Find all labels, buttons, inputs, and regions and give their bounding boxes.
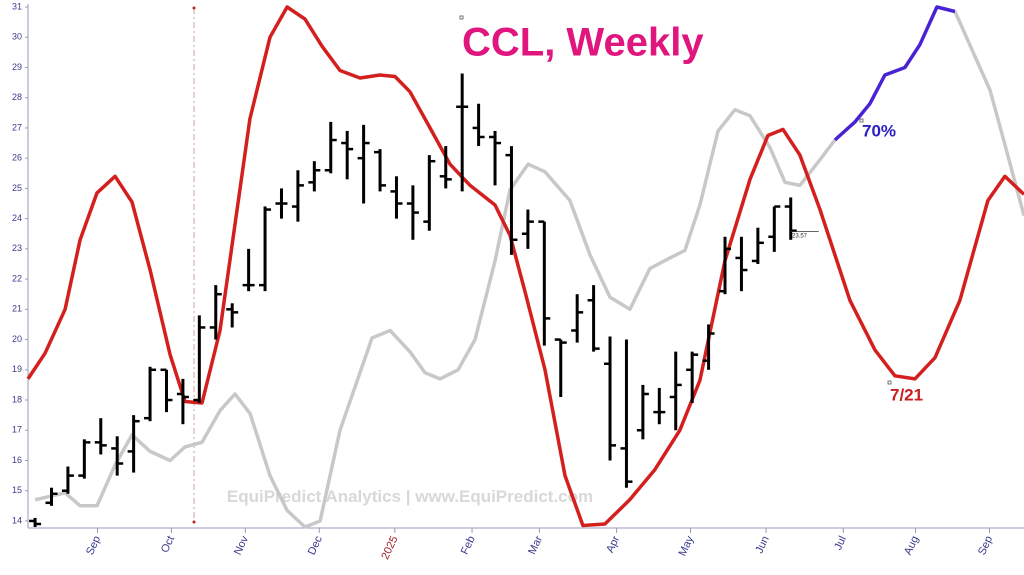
- axes: [27, 4, 1024, 529]
- x-tick-label: 2025: [379, 534, 400, 561]
- y-tick-label: 14: [12, 515, 22, 525]
- y-tick-label: 18: [12, 394, 22, 404]
- y-tick-label: 26: [12, 153, 22, 163]
- x-tick-label: Aug: [902, 534, 921, 557]
- y-tick-label: 20: [12, 334, 22, 344]
- annotation: 70%: [862, 121, 896, 140]
- x-tick-label: Dec: [306, 534, 325, 557]
- y-tick-label: 15: [12, 485, 22, 495]
- x-tick-label: Jul: [832, 534, 849, 552]
- marker: [887, 380, 892, 385]
- chart-title: CCL, Weekly: [462, 21, 704, 65]
- line: [833, 5, 956, 142]
- cursor-dot: [192, 6, 196, 10]
- line: [34, 108, 837, 529]
- marker: [859, 118, 864, 123]
- y-tick-label: 27: [12, 122, 22, 132]
- x-tick-label: Feb: [459, 534, 478, 556]
- y-tick-label: 17: [12, 425, 22, 435]
- last-price-label: 23.57: [792, 234, 808, 240]
- y-tick-label: 31: [12, 1, 22, 11]
- annotation: 7/21: [890, 385, 923, 404]
- y-tick-label: 22: [12, 273, 22, 283]
- y-tick-label: 23: [12, 243, 22, 253]
- x-tick-label: May: [677, 534, 697, 558]
- y-tick-label: 24: [12, 213, 22, 223]
- marker: [459, 15, 464, 20]
- y-tick-label: 28: [12, 92, 22, 102]
- x-tick-label: Sep: [84, 534, 103, 557]
- line: [26, 5, 1024, 528]
- y-tick-label: 25: [12, 183, 22, 193]
- x-tick-label: Apr: [604, 534, 622, 555]
- line: [953, 10, 1024, 217]
- y-tick-label: 30: [12, 32, 22, 42]
- y-tick-label: 21: [12, 304, 22, 314]
- plot: [26, 5, 1024, 529]
- y-tick-label: 29: [12, 62, 22, 72]
- x-tick-label: Sep: [976, 534, 995, 557]
- watermark: EquiPredict Analytics | www.EquiPredict.…: [227, 487, 593, 506]
- x-tick-label: Oct: [159, 534, 177, 555]
- y-tick-label: 16: [12, 455, 22, 465]
- x-tick-label: Jun: [753, 534, 771, 555]
- cursor-dot: [192, 520, 196, 524]
- y-tick-label: 19: [12, 364, 22, 374]
- x-tick-label: Mar: [526, 534, 545, 557]
- x-tick-label: Nov: [232, 534, 251, 557]
